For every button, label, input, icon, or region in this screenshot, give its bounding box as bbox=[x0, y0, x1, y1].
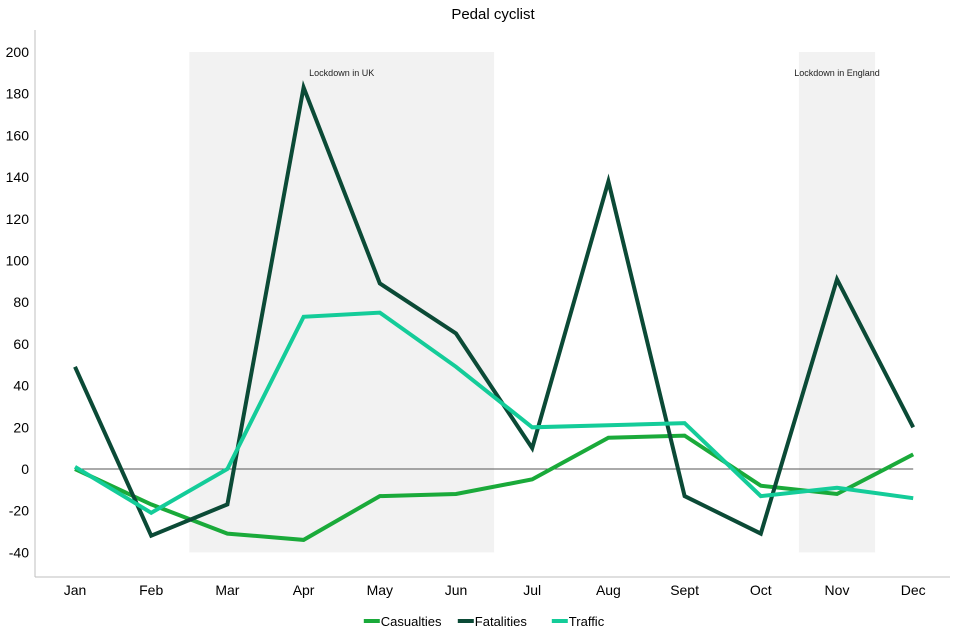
legend: Casualties Fatalities Traffic bbox=[363, 614, 605, 629]
lockdown-label-1: Lockdown in UK bbox=[309, 68, 374, 78]
x-tick-label: Aug bbox=[596, 582, 621, 598]
lockdown-region-2 bbox=[798, 52, 876, 553]
lockdown-region-1 bbox=[189, 52, 495, 553]
y-tick-label: -20 bbox=[9, 503, 29, 519]
x-tick-label: Jun bbox=[445, 582, 468, 598]
series-line-fatalities bbox=[73, 80, 915, 539]
series-lines bbox=[73, 80, 915, 542]
x-tick-label: Jul bbox=[523, 582, 541, 598]
y-tick-label: 60 bbox=[13, 336, 29, 352]
y-tick-label: 120 bbox=[6, 211, 30, 227]
x-tick-label: Mar bbox=[215, 582, 239, 598]
legend-label-fatalities: Fatalities bbox=[475, 614, 528, 629]
x-tick-label: May bbox=[367, 582, 393, 598]
legend-label-traffic: Traffic bbox=[569, 614, 605, 629]
y-tick-label: 0 bbox=[21, 461, 29, 477]
y-tick-label: 100 bbox=[6, 253, 30, 269]
y-axis-ticks: -40 -20 0 20 40 60 80 100 120 140 160 180 200 bbox=[6, 44, 30, 560]
y-tick-label: 140 bbox=[6, 169, 30, 185]
chart-title: Pedal cyclist bbox=[451, 6, 535, 23]
legend-label-casualties: Casualties bbox=[381, 614, 442, 629]
series-line-traffic bbox=[73, 310, 914, 516]
y-tick-label: 200 bbox=[6, 44, 30, 60]
y-tick-label: 20 bbox=[13, 419, 29, 435]
y-tick-label: 80 bbox=[13, 294, 29, 310]
x-tick-label: Apr bbox=[293, 582, 315, 598]
x-tick-label: Nov bbox=[825, 582, 850, 598]
x-tick-label: Feb bbox=[139, 582, 163, 598]
y-tick-label: -40 bbox=[9, 544, 29, 560]
x-tick-label: Jan bbox=[64, 582, 87, 598]
x-axis-ticks: Jan Feb Mar Apr May Jun Jul Aug Sept Oct Nov Dec bbox=[64, 582, 926, 598]
y-tick-label: 180 bbox=[6, 86, 30, 102]
y-tick-label: 160 bbox=[6, 127, 30, 143]
lockdown-label-2: Lockdown in England bbox=[794, 68, 880, 78]
x-tick-label: Oct bbox=[750, 582, 772, 598]
y-tick-label: 40 bbox=[13, 378, 29, 394]
x-tick-label: Dec bbox=[901, 582, 926, 598]
x-tick-label: Sept bbox=[670, 582, 699, 598]
